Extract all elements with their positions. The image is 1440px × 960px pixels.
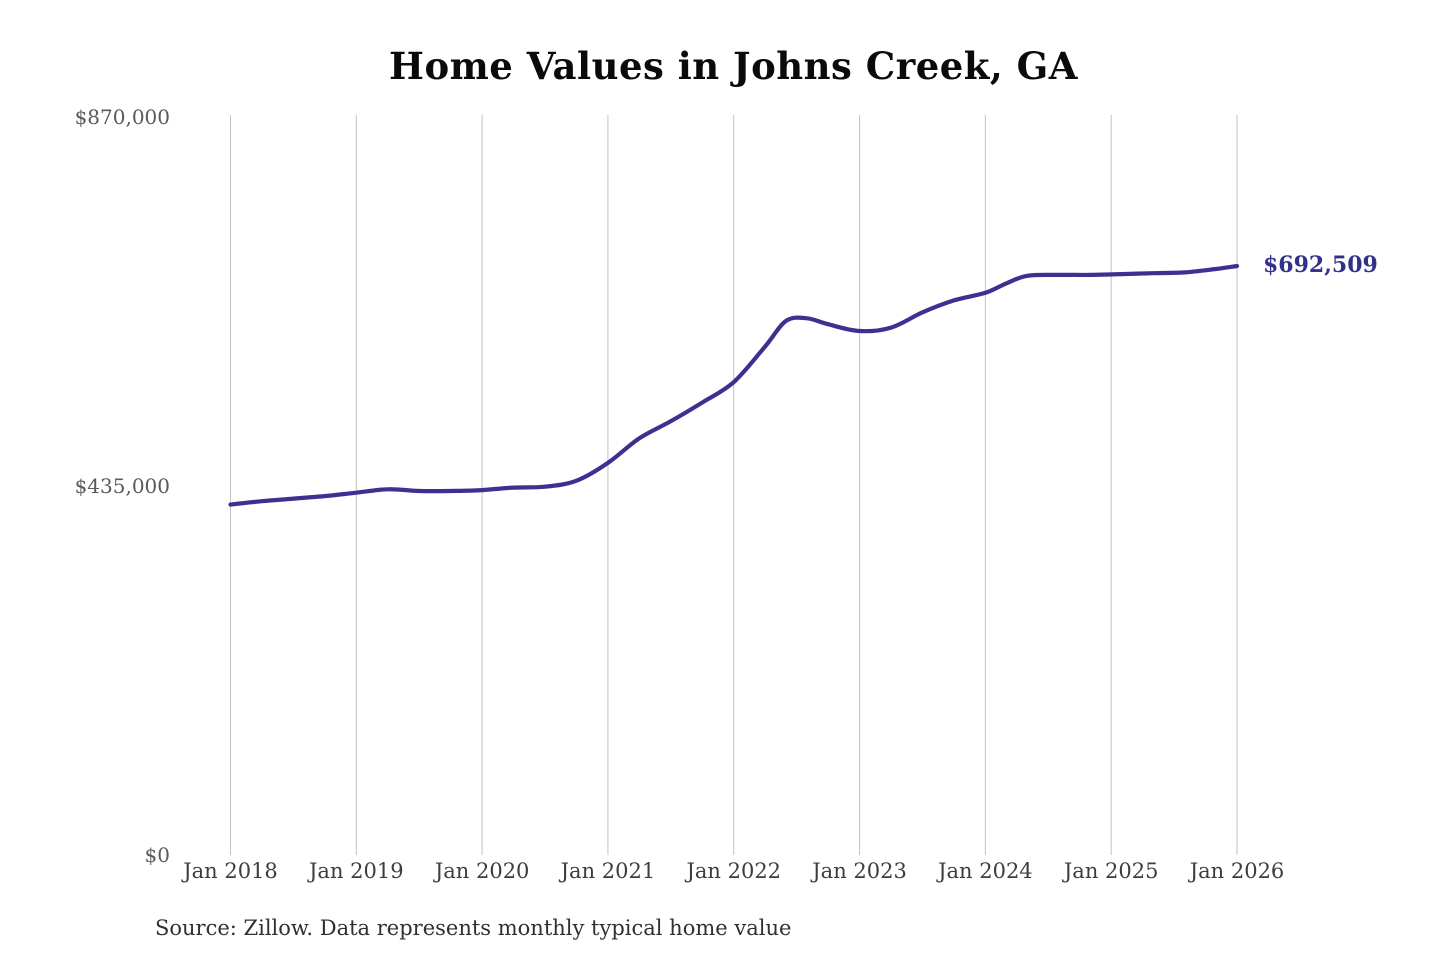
- vertical-gridlines: [230, 115, 1238, 855]
- x-axis-tick-jan-2018: Jan 2018: [183, 859, 278, 883]
- home-value-line: [228, 263, 1240, 507]
- x-axis-tick-jan-2021: Jan 2021: [560, 859, 656, 883]
- x-axis-tick-jan-2024: Jan 2024: [938, 859, 1033, 883]
- x-axis-tick-jan-2019: Jan 2019: [309, 859, 404, 883]
- x-axis-tick-jan-2025: Jan 2025: [1063, 859, 1159, 883]
- y-axis-tick-435000: $435,000: [74, 474, 170, 498]
- y-axis-tick-870000: $870,000: [74, 105, 170, 129]
- x-axis-tick-jan-2026: Jan 2026: [1189, 859, 1285, 883]
- x-axis-tick-jan-2023: Jan 2023: [812, 859, 907, 883]
- current-value-label: $692,509: [1263, 251, 1378, 278]
- chart-title: Home Values in Johns Creek, GA: [389, 44, 1078, 88]
- y-axis-tick-0: $0: [144, 843, 170, 867]
- source-note: Source: Zillow. Data represents monthly …: [155, 916, 792, 940]
- x-axis-tick-jan-2022: Jan 2022: [686, 859, 782, 883]
- x-axis-tick-jan-2020: Jan 2020: [434, 859, 530, 883]
